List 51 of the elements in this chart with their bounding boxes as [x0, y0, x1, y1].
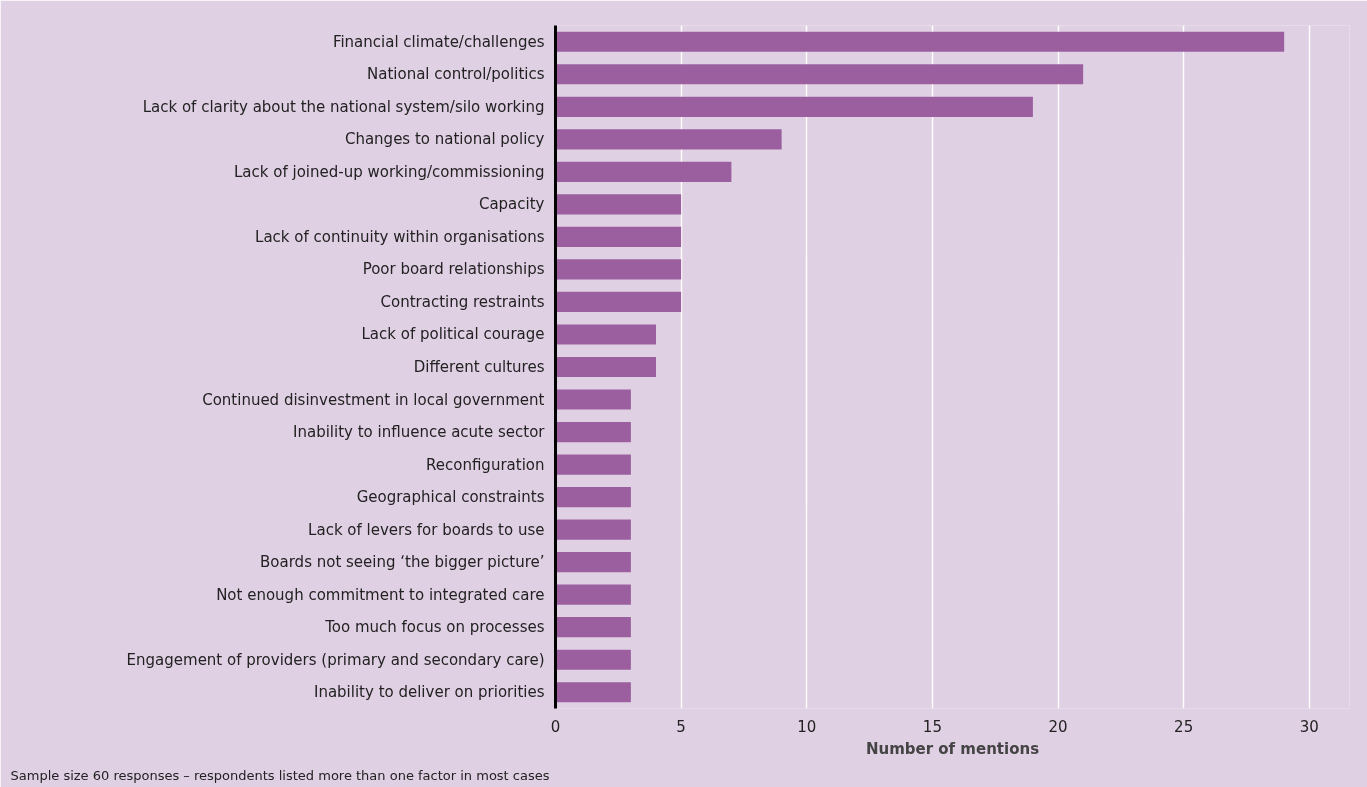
- text: Sample size 60 responses – respondents listed more than one factor in most cases: [10, 767, 550, 783]
- y-tick-label: Too much focus on processes: [324, 618, 545, 637]
- bar: [555, 96, 1033, 117]
- bar: [555, 519, 631, 540]
- x-tick-label: 20: [1048, 717, 1068, 736]
- y-tick-label: Inability to deliver on priorities: [313, 683, 545, 702]
- y-tick-label: Boards not seeing ‘the bigger picture’: [260, 553, 545, 572]
- bar: [555, 552, 631, 573]
- bar: [555, 487, 631, 508]
- y-tick-label: Lack of continuity within organisations: [255, 227, 545, 246]
- x-tick-label: 15: [922, 717, 942, 736]
- bar: [555, 259, 682, 280]
- y-tick-label: Lack of political courage: [361, 325, 545, 344]
- y-tick-label: Capacity: [478, 195, 545, 214]
- bar: [555, 617, 631, 638]
- bar: [555, 389, 631, 410]
- bar: [555, 64, 1084, 85]
- x-axis-title: Number of mentions: [865, 739, 1040, 758]
- bar: [555, 161, 732, 182]
- x-tick-label: 0: [550, 717, 561, 736]
- y-tick-label: Financial climate/challenges: [332, 32, 545, 51]
- bar: [555, 454, 631, 475]
- bar: [555, 421, 631, 443]
- y-tick-label: Different cultures: [413, 358, 545, 376]
- y-tick-label: Inability to influence acute sector: [293, 423, 546, 442]
- x-tick-label: 30: [1299, 717, 1319, 736]
- bar: [555, 649, 631, 670]
- y-tick-label: Geographical constraints: [356, 488, 545, 507]
- x-tick-label: 5: [676, 717, 686, 736]
- y-tick-label: Not enough commitment to integrated care: [216, 585, 545, 604]
- bar: [555, 226, 682, 247]
- bar: [555, 356, 657, 378]
- y-tick-label: Lack of joined-up working/commissioning: [234, 162, 545, 181]
- bar: [555, 324, 657, 345]
- bar: [555, 129, 782, 150]
- y-tick-label: Contracting restraints: [380, 292, 545, 311]
- bar: [555, 291, 682, 313]
- bar: [555, 194, 682, 215]
- y-tick-label: Changes to national policy: [344, 130, 545, 149]
- bar: [555, 682, 631, 703]
- x-tick-label: 25: [1174, 717, 1194, 736]
- y-tick-label: Lack of clarity about the national system/silo working: [142, 97, 545, 116]
- x-tick-label: 10: [797, 717, 817, 736]
- y-tick-label: Reconfiguration: [426, 455, 545, 474]
- y-tick-label: Engagement of providers (primary and secondary care): [126, 650, 545, 669]
- y-tick-label: Continued disinvestment in local government: [202, 390, 545, 409]
- y-tick-label: Poor board relationships: [362, 260, 545, 279]
- y-tick-label: Lack of levers for boards to use: [308, 520, 545, 539]
- y-tick-label: National control/politics: [367, 65, 545, 84]
- bar: [555, 31, 1285, 52]
- bar: [555, 584, 631, 605]
